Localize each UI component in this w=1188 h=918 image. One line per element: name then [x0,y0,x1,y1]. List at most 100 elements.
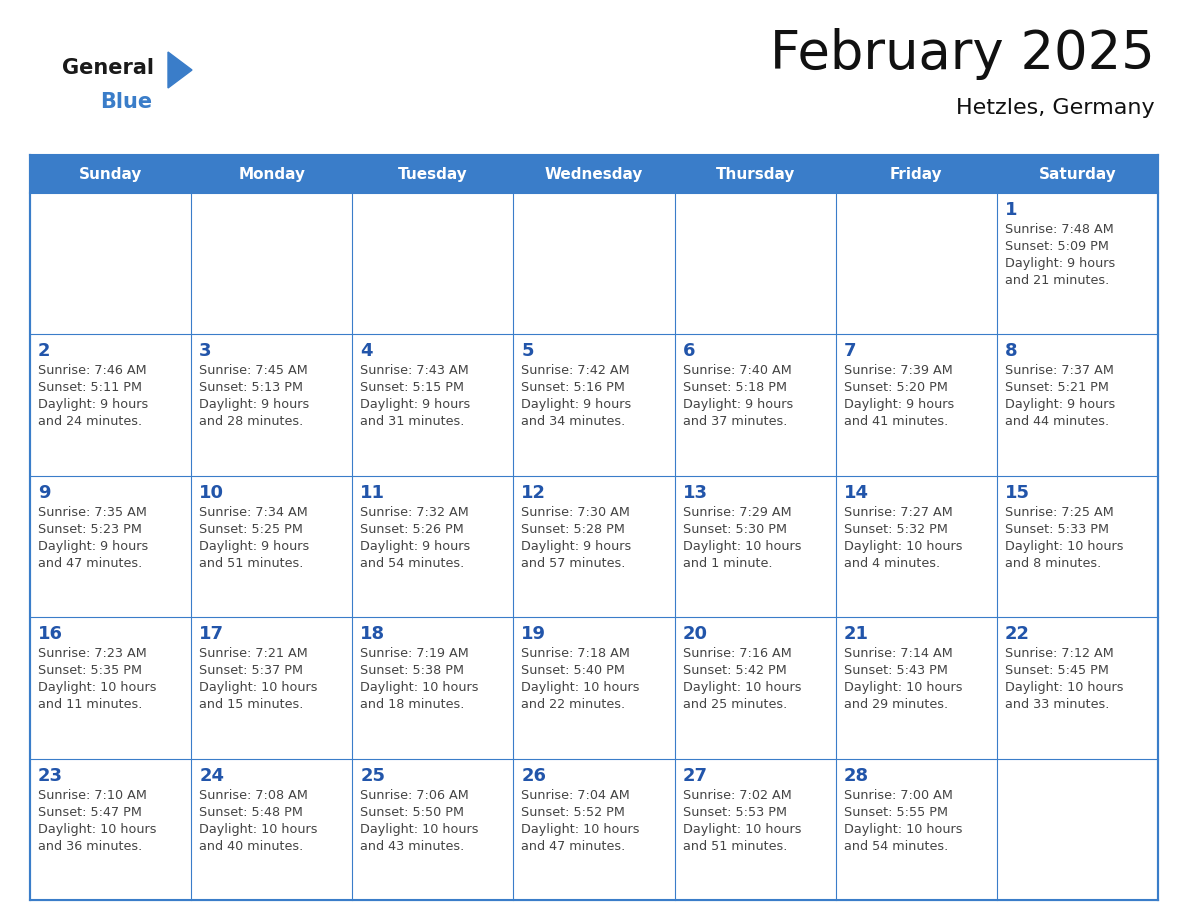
Text: Daylight: 10 hours: Daylight: 10 hours [1005,681,1124,694]
Text: Sunrise: 7:23 AM: Sunrise: 7:23 AM [38,647,147,660]
Text: and 1 minute.: and 1 minute. [683,557,772,570]
Text: Sunrise: 7:18 AM: Sunrise: 7:18 AM [522,647,631,660]
Text: Hetzles, Germany: Hetzles, Germany [956,98,1155,118]
Text: February 2025: February 2025 [770,28,1155,80]
Text: and 51 minutes.: and 51 minutes. [683,840,786,853]
Text: Sunrise: 7:04 AM: Sunrise: 7:04 AM [522,789,630,801]
Text: Daylight: 10 hours: Daylight: 10 hours [522,681,640,694]
Text: Sunset: 5:43 PM: Sunset: 5:43 PM [843,665,948,677]
Text: Sunrise: 7:02 AM: Sunrise: 7:02 AM [683,789,791,801]
Text: 4: 4 [360,342,373,361]
Text: and 29 minutes.: and 29 minutes. [843,699,948,711]
Polygon shape [168,52,192,88]
Text: and 34 minutes.: and 34 minutes. [522,416,626,429]
Text: 21: 21 [843,625,868,644]
Text: 18: 18 [360,625,385,644]
Text: and 36 minutes.: and 36 minutes. [38,840,143,853]
Text: 5: 5 [522,342,533,361]
Text: Sunrise: 7:19 AM: Sunrise: 7:19 AM [360,647,469,660]
Text: Sunset: 5:42 PM: Sunset: 5:42 PM [683,665,786,677]
Text: and 28 minutes.: and 28 minutes. [200,416,303,429]
Text: Daylight: 10 hours: Daylight: 10 hours [683,540,801,553]
Text: Daylight: 10 hours: Daylight: 10 hours [1005,540,1124,553]
Text: and 33 minutes.: and 33 minutes. [1005,699,1110,711]
Text: Daylight: 10 hours: Daylight: 10 hours [200,823,317,835]
Text: Sunrise: 7:45 AM: Sunrise: 7:45 AM [200,364,308,377]
Text: Blue: Blue [100,92,152,112]
Text: Daylight: 9 hours: Daylight: 9 hours [38,398,148,411]
Text: and 57 minutes.: and 57 minutes. [522,557,626,570]
Text: 25: 25 [360,767,385,785]
Text: Monday: Monday [239,166,305,182]
Text: Daylight: 10 hours: Daylight: 10 hours [683,823,801,835]
Text: and 37 minutes.: and 37 minutes. [683,416,786,429]
Text: Daylight: 9 hours: Daylight: 9 hours [522,398,632,411]
Text: Sunset: 5:15 PM: Sunset: 5:15 PM [360,381,465,395]
Text: 23: 23 [38,767,63,785]
Text: Sunset: 5:40 PM: Sunset: 5:40 PM [522,665,625,677]
Text: Daylight: 9 hours: Daylight: 9 hours [1005,398,1116,411]
Text: Daylight: 10 hours: Daylight: 10 hours [522,823,640,835]
Text: and 40 minutes.: and 40 minutes. [200,840,303,853]
Text: Daylight: 10 hours: Daylight: 10 hours [843,540,962,553]
Bar [30,155,1158,193]
Text: Sunset: 5:25 PM: Sunset: 5:25 PM [200,522,303,536]
Text: Sunrise: 7:08 AM: Sunrise: 7:08 AM [200,789,308,801]
Text: Daylight: 9 hours: Daylight: 9 hours [360,540,470,553]
Text: Saturday: Saturday [1038,166,1117,182]
Text: Sunset: 5:30 PM: Sunset: 5:30 PM [683,522,786,536]
Text: Daylight: 10 hours: Daylight: 10 hours [843,823,962,835]
Text: Sunset: 5:21 PM: Sunset: 5:21 PM [1005,381,1108,395]
Text: Daylight: 10 hours: Daylight: 10 hours [360,681,479,694]
Text: and 31 minutes.: and 31 minutes. [360,416,465,429]
Text: Sunrise: 7:00 AM: Sunrise: 7:00 AM [843,789,953,801]
Text: Sunrise: 7:43 AM: Sunrise: 7:43 AM [360,364,469,377]
Text: Sunrise: 7:27 AM: Sunrise: 7:27 AM [843,506,953,519]
Text: and 54 minutes.: and 54 minutes. [843,840,948,853]
Text: and 47 minutes.: and 47 minutes. [38,557,143,570]
Text: 9: 9 [38,484,51,502]
Text: Sunset: 5:32 PM: Sunset: 5:32 PM [843,522,948,536]
Text: Daylight: 9 hours: Daylight: 9 hours [200,398,309,411]
Text: 10: 10 [200,484,225,502]
Text: Sunset: 5:28 PM: Sunset: 5:28 PM [522,522,625,536]
Text: 14: 14 [843,484,868,502]
Text: 16: 16 [38,625,63,644]
Text: Sunrise: 7:16 AM: Sunrise: 7:16 AM [683,647,791,660]
Text: Daylight: 9 hours: Daylight: 9 hours [360,398,470,411]
Text: Sunrise: 7:34 AM: Sunrise: 7:34 AM [200,506,308,519]
Text: and 4 minutes.: and 4 minutes. [843,557,940,570]
Text: 20: 20 [683,625,708,644]
Text: Sunset: 5:13 PM: Sunset: 5:13 PM [200,381,303,395]
Text: 8: 8 [1005,342,1017,361]
Text: Sunset: 5:11 PM: Sunset: 5:11 PM [38,381,143,395]
Text: Sunrise: 7:10 AM: Sunrise: 7:10 AM [38,789,147,801]
Text: Sunrise: 7:48 AM: Sunrise: 7:48 AM [1005,223,1113,236]
Text: and 11 minutes.: and 11 minutes. [38,699,143,711]
Text: 1: 1 [1005,201,1017,219]
Text: Daylight: 10 hours: Daylight: 10 hours [360,823,479,835]
Text: Daylight: 10 hours: Daylight: 10 hours [843,681,962,694]
Text: Sunrise: 7:42 AM: Sunrise: 7:42 AM [522,364,630,377]
Text: 2: 2 [38,342,51,361]
Text: 3: 3 [200,342,211,361]
Text: and 22 minutes.: and 22 minutes. [522,699,626,711]
Text: Sunrise: 7:32 AM: Sunrise: 7:32 AM [360,506,469,519]
Text: Sunrise: 7:06 AM: Sunrise: 7:06 AM [360,789,469,801]
Text: Sunrise: 7:30 AM: Sunrise: 7:30 AM [522,506,631,519]
Text: Sunrise: 7:35 AM: Sunrise: 7:35 AM [38,506,147,519]
Text: 26: 26 [522,767,546,785]
Text: Sunrise: 7:37 AM: Sunrise: 7:37 AM [1005,364,1113,377]
Bar [30,193,1158,900]
Text: Daylight: 10 hours: Daylight: 10 hours [683,681,801,694]
Text: Daylight: 10 hours: Daylight: 10 hours [38,681,157,694]
Text: and 25 minutes.: and 25 minutes. [683,699,786,711]
Text: Sunset: 5:23 PM: Sunset: 5:23 PM [38,522,141,536]
Text: Sunrise: 7:46 AM: Sunrise: 7:46 AM [38,364,146,377]
Text: and 43 minutes.: and 43 minutes. [360,840,465,853]
Text: Sunset: 5:18 PM: Sunset: 5:18 PM [683,381,786,395]
Text: 12: 12 [522,484,546,502]
Text: 28: 28 [843,767,868,785]
Text: Sunset: 5:26 PM: Sunset: 5:26 PM [360,522,465,536]
Text: Tuesday: Tuesday [398,166,468,182]
